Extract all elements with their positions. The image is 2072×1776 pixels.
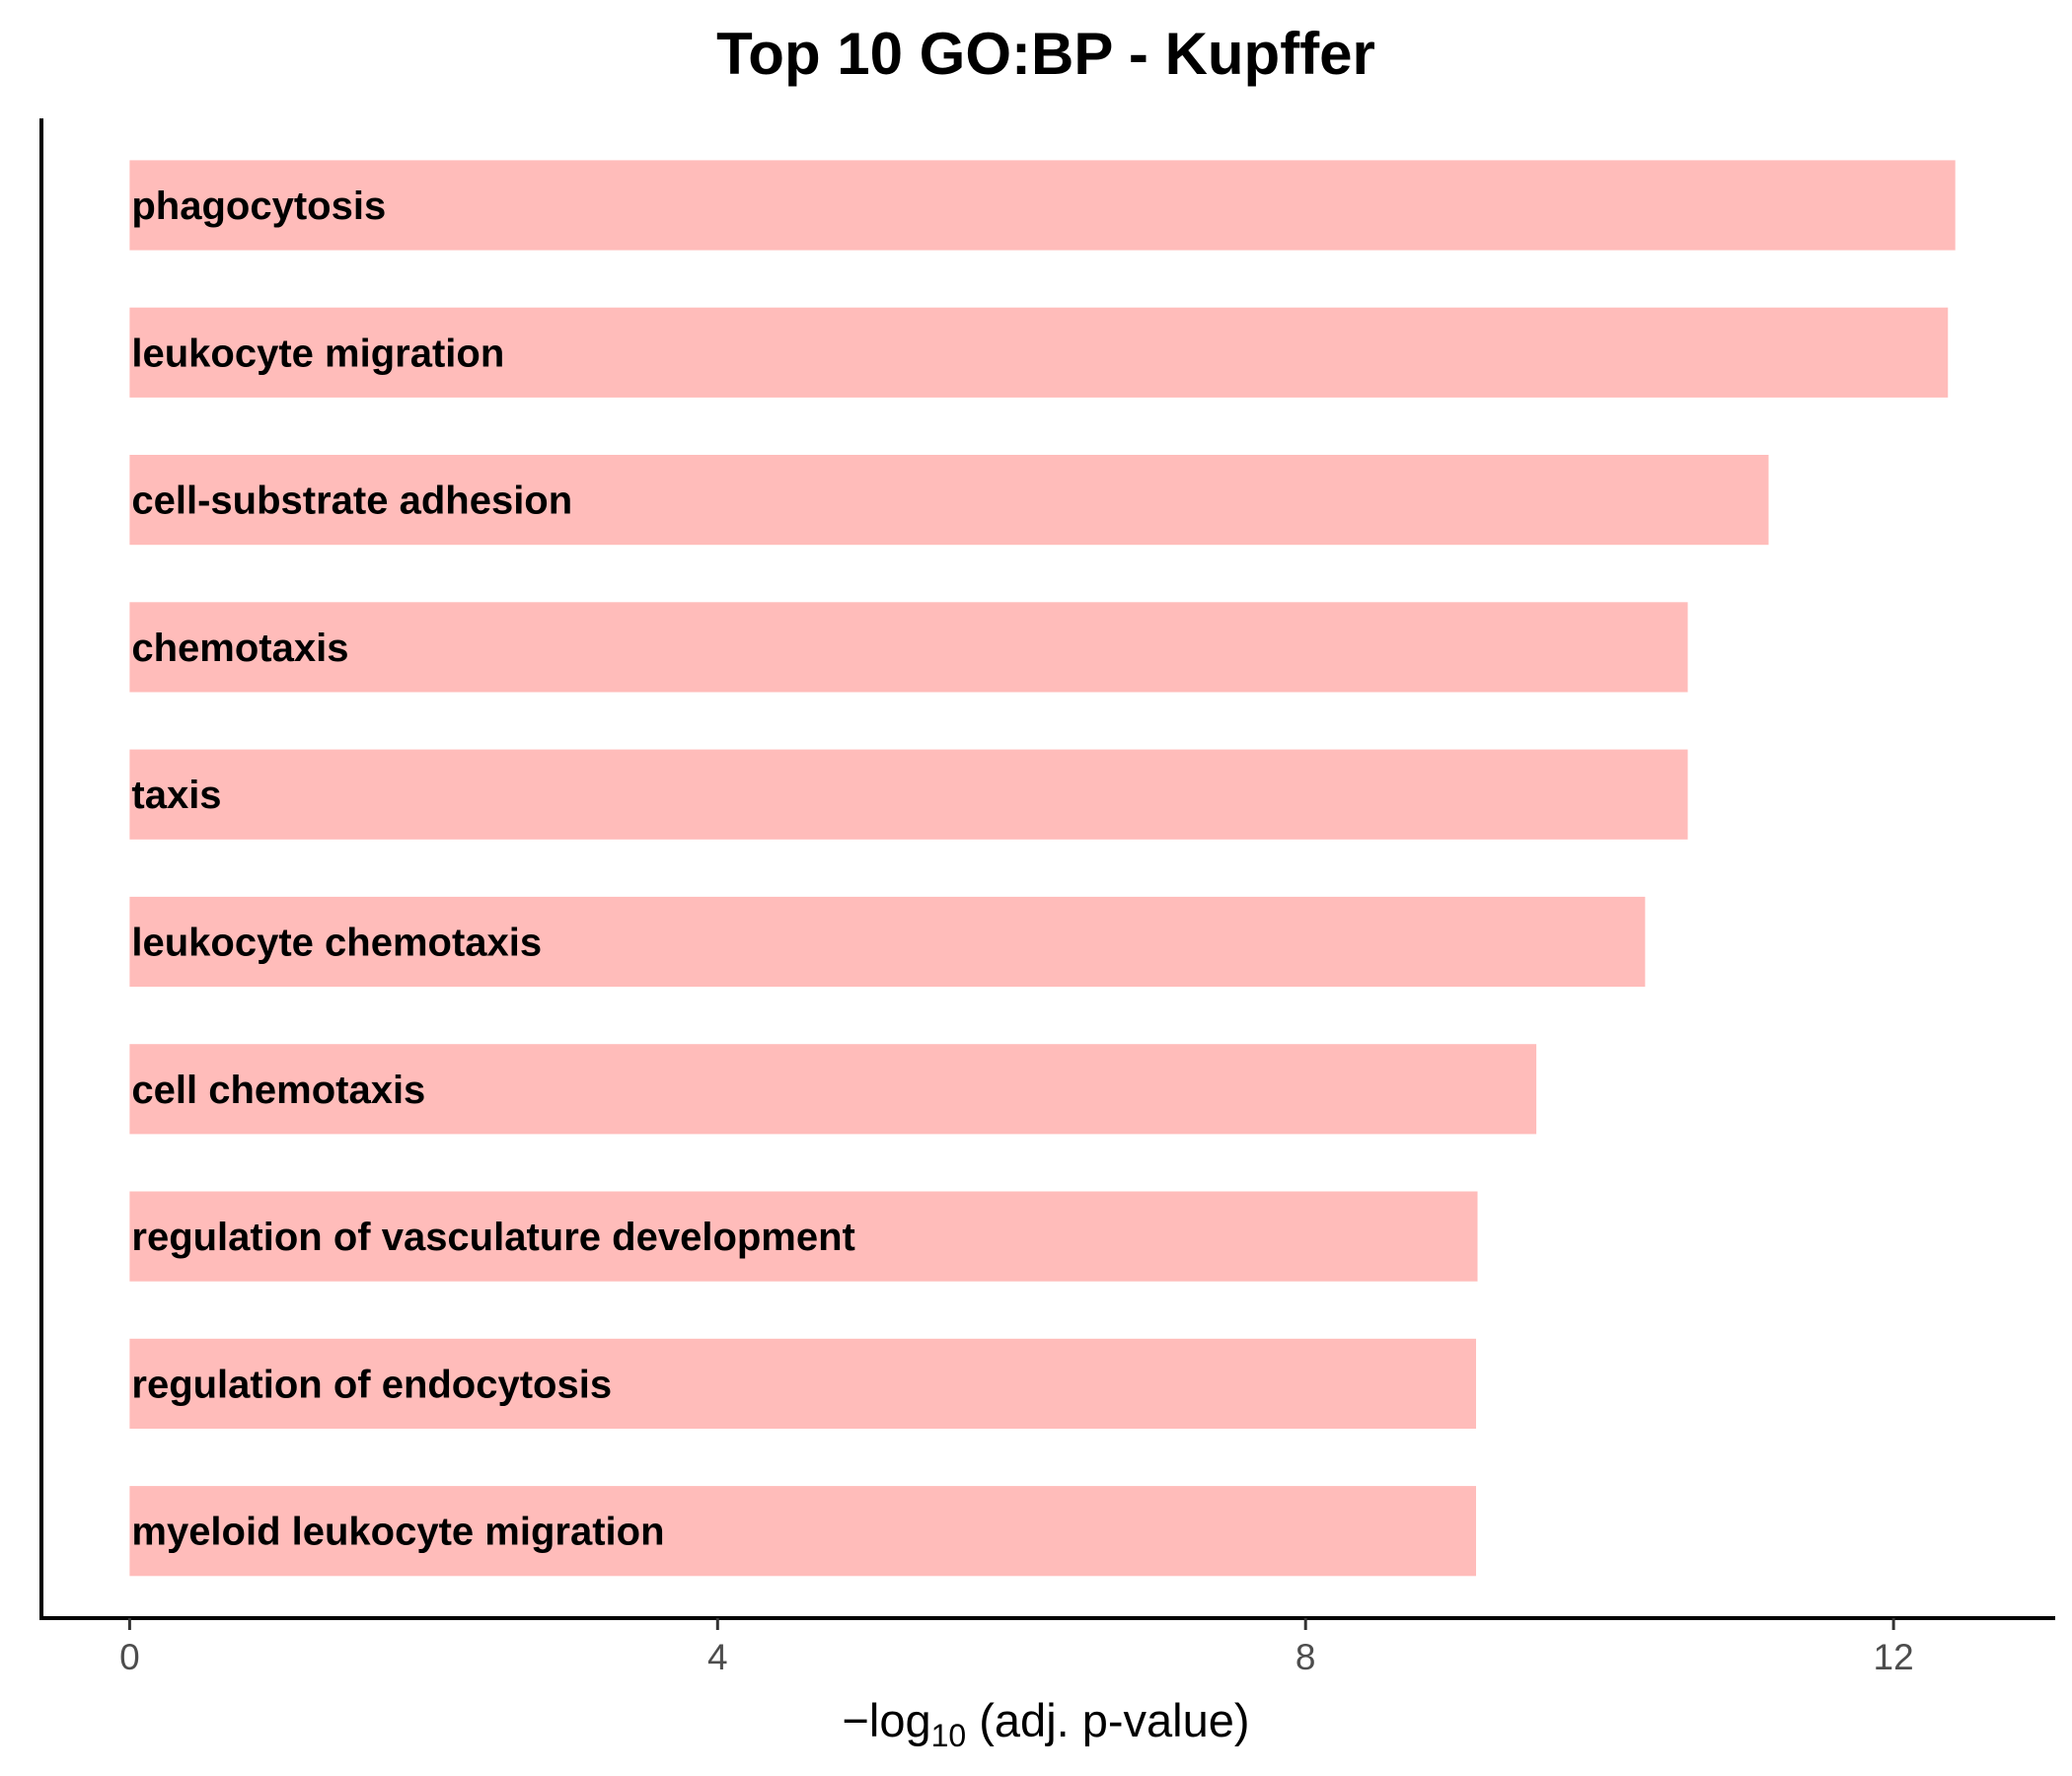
bar-5	[129, 896, 1646, 988]
x-tick-label-0: 0	[119, 1637, 140, 1677]
bar-9	[129, 1486, 1477, 1577]
bar-label-7: regulation of vasculature development	[131, 1216, 855, 1259]
x-axis-title-subscript: 10	[931, 1718, 967, 1753]
bar-label-0: phagocytosis	[131, 185, 386, 228]
bar-3	[129, 602, 1688, 693]
x-tick-label-3: 12	[1874, 1637, 1914, 1677]
x-axis-title: −log10 (adj. p-value)	[842, 1694, 1249, 1753]
bar-label-3: chemotaxis	[131, 627, 348, 670]
bar-8	[129, 1338, 1477, 1429]
x-ticks-group: 0 4 8 12	[119, 1618, 1914, 1677]
bar-7	[129, 1191, 1478, 1282]
x-axis-title-suffix: (adj. p-value)	[966, 1694, 1249, 1746]
bar-label-5: leukocyte chemotaxis	[131, 922, 542, 965]
x-tick-label-2: 8	[1295, 1637, 1316, 1677]
bar-label-9: myeloid leukocyte migration	[131, 1511, 664, 1554]
x-axis-title-prefix: −log	[842, 1694, 930, 1746]
bar-label-2: cell-substrate adhesion	[131, 480, 572, 523]
bar-label-1: leukocyte migration	[131, 332, 504, 375]
bar-4	[129, 749, 1688, 840]
bar-2	[129, 455, 1769, 546]
chart-title: Top 10 GO:BP - Kupffer	[716, 21, 1375, 87]
bar-label-6: cell chemotaxis	[131, 1069, 425, 1112]
bars-group	[129, 160, 1956, 1577]
x-tick-label-1: 4	[707, 1637, 728, 1677]
bar-label-4: taxis	[131, 774, 221, 817]
bar-0	[129, 160, 1956, 251]
bar-1	[129, 307, 1949, 398]
bar-6	[129, 1044, 1537, 1135]
bar-label-8: regulation of endocytosis	[131, 1363, 612, 1406]
bar-labels-group: phagocytosis leukocyte migration cell-subs…	[131, 185, 855, 1554]
